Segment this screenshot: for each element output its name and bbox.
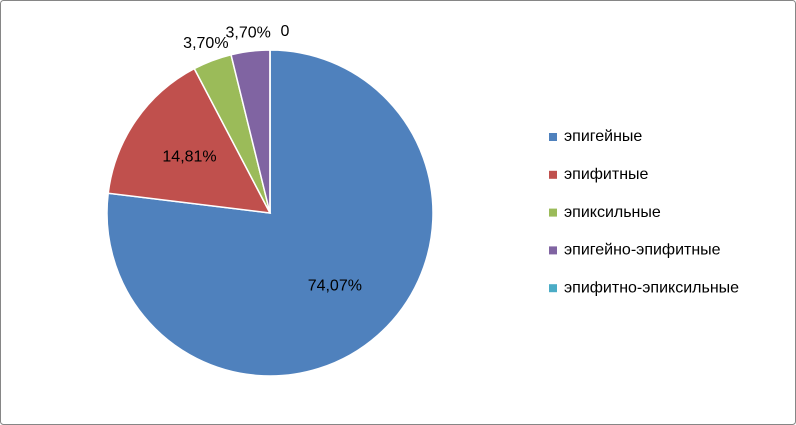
- data-label: 14,81%: [162, 149, 216, 166]
- data-label: 3,70%: [226, 25, 271, 42]
- legend-label: эпиксильные: [564, 204, 661, 221]
- data-label: 0: [281, 23, 290, 40]
- pie-slice: [106, 49, 434, 377]
- legend-swatch: [549, 284, 557, 293]
- legend-swatch: [549, 133, 557, 141]
- legend-label: эпигейные: [564, 128, 642, 145]
- legend-label: эпигейно-эпифитные: [564, 242, 721, 259]
- legend-swatch: [549, 208, 557, 217]
- legend-swatch: [549, 246, 557, 255]
- legend-label: эпифитные: [564, 166, 649, 183]
- data-label: 3,70%: [183, 35, 228, 52]
- legend-label: эпифитно-эпиксильные: [564, 279, 739, 296]
- pie-slice: [107, 67, 272, 214]
- legend-swatch: [549, 170, 557, 179]
- data-label: 74,07%: [308, 277, 362, 294]
